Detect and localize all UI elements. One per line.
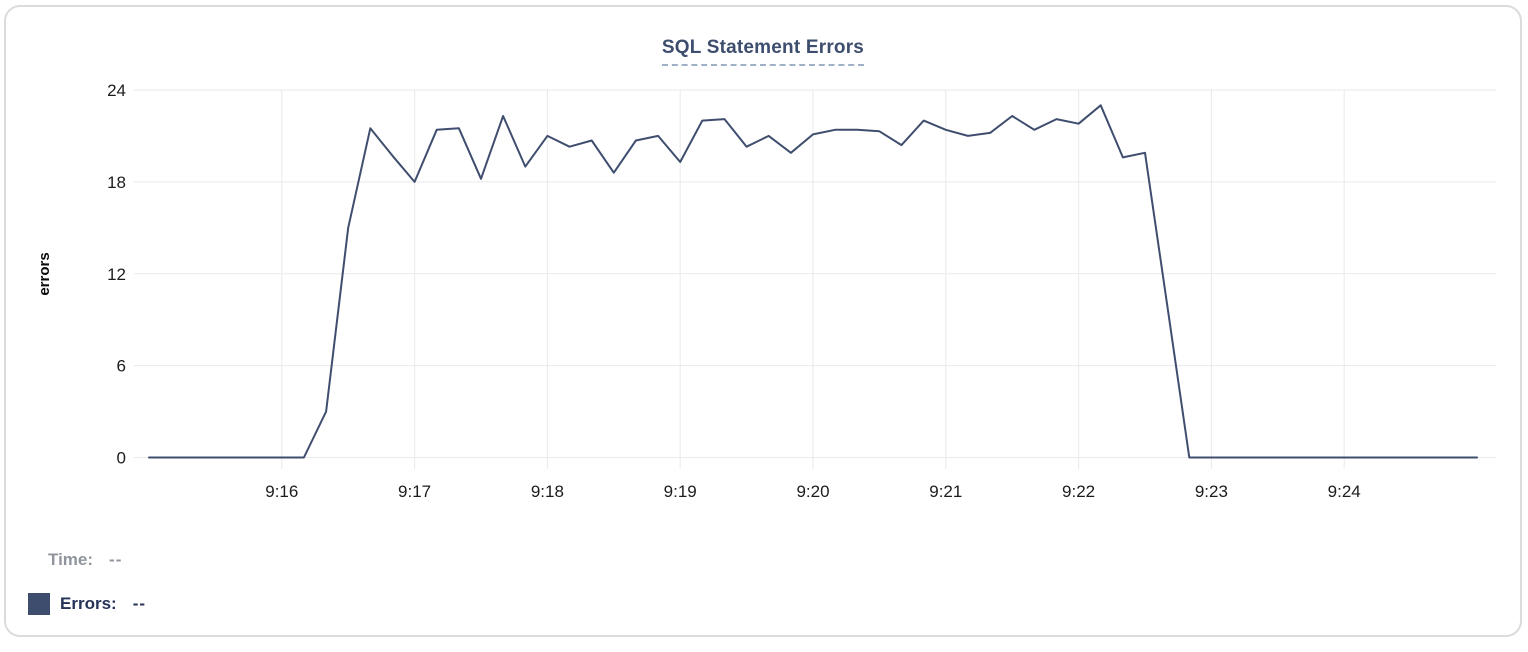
svg-text:9:19: 9:19 bbox=[664, 482, 697, 501]
sql-errors-line-chart[interactable]: 0 6 12 18 24 9:16 9:17 9:18 9:19 9:20 9:21 9:22 9:2… bbox=[6, 7, 1528, 652]
chart-title[interactable]: SQL Statement Errors bbox=[661, 37, 865, 66]
svg-text:9:16: 9:16 bbox=[265, 482, 298, 501]
horizontal-gridlines bbox=[134, 89, 1496, 458]
svg-text:9:18: 9:18 bbox=[531, 482, 564, 501]
chart-header: SQL Statement Errors bbox=[6, 37, 1520, 66]
svg-text:24: 24 bbox=[107, 81, 126, 100]
svg-text:6: 6 bbox=[117, 357, 126, 376]
chart-card: SQL Statement Errors errors 0 6 12 18 24 9:1… bbox=[4, 5, 1522, 637]
vertical-gridlines bbox=[281, 90, 1345, 469]
svg-text:9:20: 9:20 bbox=[796, 482, 829, 501]
svg-text:12: 12 bbox=[107, 265, 126, 284]
x-axis-tick-labels: 9:16 9:17 9:18 9:19 9:20 9:21 9:22 9:23 9:24 bbox=[265, 482, 1360, 501]
svg-text:9:22: 9:22 bbox=[1062, 482, 1095, 501]
errors-series-line bbox=[148, 104, 1478, 459]
svg-text:0: 0 bbox=[117, 449, 126, 468]
svg-text:9:17: 9:17 bbox=[398, 482, 431, 501]
svg-text:18: 18 bbox=[107, 173, 126, 192]
y-axis-tick-labels: 0 6 12 18 24 bbox=[107, 81, 126, 468]
svg-text:9:23: 9:23 bbox=[1195, 482, 1228, 501]
svg-text:9:21: 9:21 bbox=[929, 482, 962, 501]
svg-text:9:24: 9:24 bbox=[1328, 482, 1361, 501]
